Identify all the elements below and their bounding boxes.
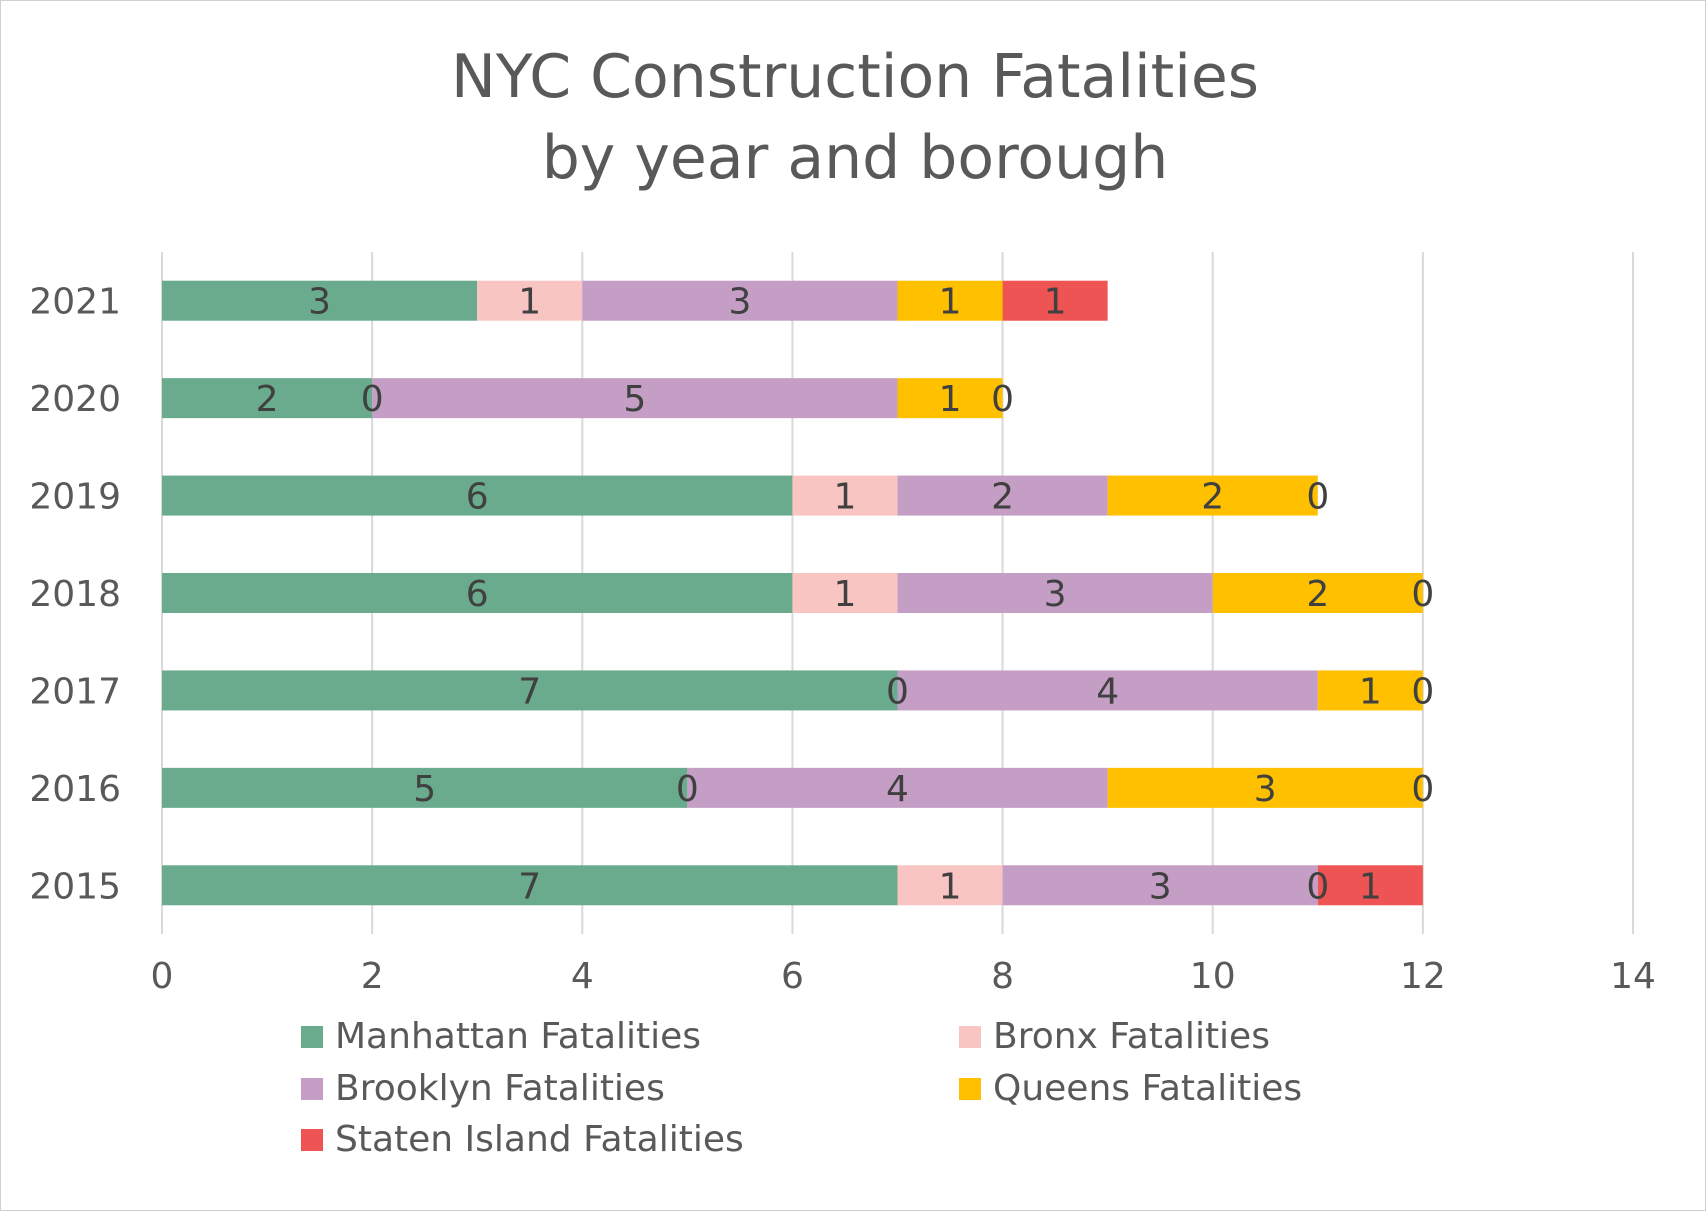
bar-2017-series-2	[897, 670, 1318, 711]
legend-label-series-1: Bronx Fatalities	[993, 1016, 1270, 1057]
legend-label-series-2: Brooklyn Fatalities	[335, 1068, 665, 1109]
bar-2020-series-3	[897, 378, 1003, 419]
data-label-2018-series-4: 0	[1411, 574, 1434, 615]
x-axis: 0 2 4 6 8 10 12 14	[151, 956, 1656, 997]
data-label-2017-series-2: 4	[1096, 671, 1119, 712]
bar-2018-series-1	[792, 573, 898, 613]
bar-2021-series-0	[162, 280, 478, 321]
legend: Manhattan Fatalities Bronx Fatalities Broo…	[301, 1016, 1302, 1160]
data-label-2020-series-0: 2	[256, 379, 279, 420]
x-tick-label-6: 6	[781, 956, 804, 997]
y-category-label-2021: 2021	[29, 282, 121, 323]
data-label-2015-series-1: 1	[939, 866, 962, 907]
bar-2015-series-1	[897, 865, 1003, 906]
y-category-label-2018: 2018	[29, 574, 121, 615]
data-label-2020-series-1: 0	[361, 379, 384, 420]
chart-title: NYC Construction Fatalities by year and …	[451, 42, 1259, 193]
bar-2019-series-1	[792, 475, 898, 516]
y-category-label-2015: 2015	[29, 866, 121, 907]
data-label-2017-series-4: 0	[1411, 671, 1434, 712]
bar-2016-series-2	[687, 767, 1108, 808]
data-label-2018-series-0: 6	[466, 574, 489, 615]
y-category-label-2016: 2016	[29, 769, 121, 810]
legend-swatch-series-1	[959, 1026, 981, 1048]
data-label-2021-series-1: 1	[518, 282, 541, 323]
bar-2018-series-0	[162, 573, 793, 613]
bar-2015-series-4	[1317, 865, 1423, 906]
data-label-2016-series-0: 5	[413, 769, 436, 810]
data-label-2019-series-3: 2	[1201, 477, 1224, 518]
bar-2017-series-3	[1317, 670, 1423, 711]
data-label-2017-series-1: 0	[886, 671, 909, 712]
data-labels: 3 1 3 1 12 0 5 1 06 1 2 2 06 1 3 2 07 0 4 1 05 0 4 3 07 1 3 0 1	[256, 282, 1435, 908]
chart-title-line-1: NYC Construction Fatalities	[451, 42, 1259, 112]
bar-2015-series-0	[162, 865, 898, 906]
legend-swatch-series-2	[301, 1078, 323, 1100]
data-label-2019-series-1: 1	[834, 477, 857, 518]
bar-2016-series-3	[1107, 767, 1423, 808]
bar-2016-series-0	[162, 767, 688, 808]
data-label-2015-series-3: 0	[1306, 866, 1329, 907]
data-label-2015-series-2: 3	[1149, 866, 1172, 907]
bar-2019-series-3	[1107, 475, 1318, 516]
data-label-2016-series-3: 3	[1254, 769, 1277, 810]
chart-title-line-2: by year and borough	[542, 123, 1169, 193]
data-label-2021-series-2: 3	[728, 282, 751, 323]
data-label-2018-series-3: 2	[1306, 574, 1329, 615]
bar-2019-series-2	[897, 475, 1108, 516]
data-label-2017-series-0: 7	[518, 671, 541, 712]
bar-2019-series-0	[162, 475, 793, 516]
x-tick-label-8: 8	[991, 956, 1014, 997]
legend-swatch-series-4	[301, 1129, 323, 1151]
bar-2020-series-2	[372, 378, 898, 419]
data-label-2020-series-3: 1	[939, 379, 962, 420]
y-category-label-2019: 2019	[29, 477, 121, 518]
data-label-2019-series-2: 2	[991, 477, 1014, 518]
bar-2017-series-0	[162, 670, 898, 711]
data-label-2021-series-4: 1	[1044, 282, 1067, 323]
bars	[162, 280, 1423, 906]
x-tick-label-10: 10	[1190, 956, 1236, 997]
bar-2021-series-4	[1002, 280, 1108, 321]
y-axis: 2021 2020 2019 2018 2017 2016 2015	[29, 282, 121, 908]
x-tick-label-2: 2	[361, 956, 384, 997]
data-label-2015-series-0: 7	[518, 866, 541, 907]
y-category-label-2020: 2020	[29, 379, 121, 420]
bar-2021-series-2	[582, 280, 898, 321]
data-label-2018-series-2: 3	[1044, 574, 1067, 615]
legend-label-series-0: Manhattan Fatalities	[335, 1016, 701, 1057]
x-tick-label-4: 4	[571, 956, 594, 997]
data-label-2016-series-1: 0	[676, 769, 699, 810]
x-tick-label-14: 14	[1610, 956, 1656, 997]
legend-swatch-series-3	[959, 1078, 981, 1100]
bar-2015-series-2	[1002, 865, 1318, 906]
y-category-label-2017: 2017	[29, 671, 121, 712]
bar-2018-series-2	[897, 573, 1213, 613]
data-label-2016-series-2: 4	[886, 769, 909, 810]
bar-2020-series-0	[162, 378, 373, 419]
bar-2021-series-1	[477, 280, 583, 321]
data-label-2019-series-4: 0	[1306, 477, 1329, 518]
data-label-2018-series-1: 1	[834, 574, 857, 615]
data-label-2021-series-3: 1	[939, 282, 962, 323]
legend-swatch-series-0	[301, 1026, 323, 1048]
x-tick-label-0: 0	[151, 956, 174, 997]
legend-label-series-4: Staten Island Fatalities	[335, 1119, 744, 1160]
data-label-2019-series-0: 6	[466, 477, 489, 518]
data-label-2017-series-3: 1	[1359, 671, 1382, 712]
legend-label-series-3: Queens Fatalities	[993, 1068, 1302, 1109]
data-label-2016-series-4: 0	[1411, 769, 1434, 810]
data-label-2020-series-4: 0	[991, 379, 1014, 420]
data-label-2015-series-4: 1	[1359, 866, 1382, 907]
bar-2021-series-3	[897, 280, 1003, 321]
x-tick-label-12: 12	[1400, 956, 1446, 997]
data-label-2020-series-2: 5	[623, 379, 646, 420]
bar-2018-series-3	[1212, 573, 1423, 613]
data-label-2021-series-0: 3	[308, 282, 331, 323]
